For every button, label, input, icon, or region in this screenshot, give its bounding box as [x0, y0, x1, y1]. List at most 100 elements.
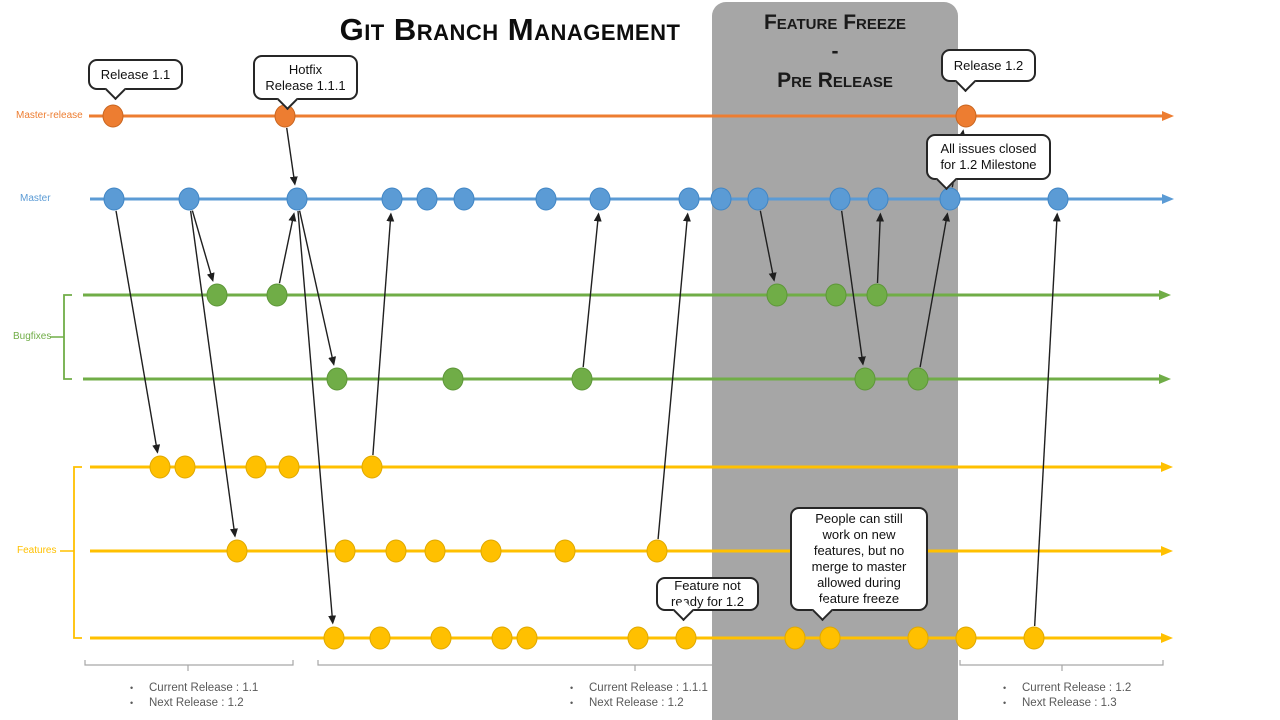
merge-arrow: [191, 210, 215, 283]
release-note-text: Next Release : 1.2: [149, 697, 244, 709]
branch-label-features: Features: [17, 545, 57, 556]
bullet-icon: •: [1003, 683, 1007, 693]
merge-arrow: [298, 210, 337, 366]
callout-feature-freeze-note: People can still work on new features, but…: [790, 507, 928, 622]
merge-arrow: [297, 210, 337, 625]
callout-text: work on new: [822, 527, 896, 542]
bullet-icon: •: [130, 683, 134, 693]
feature-freeze-band-title: Feature Freeze - Pre Release: [712, 8, 958, 95]
commit-dot-feature-lower: [784, 626, 806, 650]
commit-dot-feature-lower: [323, 626, 345, 650]
commit-dot-feature-lower: [430, 626, 452, 650]
commit-dot-master: [416, 187, 438, 211]
callout-hotfix-1-1-1: Hotfix Release 1.1.1: [253, 55, 358, 111]
commit-dot-feature-upper: [278, 455, 300, 479]
bullet-icon: •: [570, 698, 574, 708]
commit-dot-master: [453, 187, 475, 211]
commit-dot-master: [103, 187, 125, 211]
commit-dot-bugfix-lower: [326, 367, 348, 391]
commit-dot-feature-middle: [554, 539, 576, 563]
release-note-text: Next Release : 1.3: [1022, 697, 1117, 709]
commit-dot-master: [589, 187, 611, 211]
commit-dot-feature-lower: [955, 626, 977, 650]
section-1-1-bracket: [84, 660, 294, 671]
commit-dot-bugfix-lower: [571, 367, 593, 391]
merge-arrow: [582, 212, 602, 368]
commit-dot-master: [535, 187, 557, 211]
commit-dot-bugfix-upper: [266, 283, 288, 307]
callout-release-1-1: Release 1.1: [88, 59, 183, 101]
callout-issues-closed: All issues closed for 1.2 Milestone: [926, 134, 1051, 191]
commit-dot-bugfix-upper: [206, 283, 228, 307]
commit-dot-feature-lower: [491, 626, 513, 650]
band-title-line3: Pre Release: [777, 69, 893, 92]
commit-dot-feature-lower: [907, 626, 929, 650]
release-note-text: Current Release : 1.1.1: [589, 682, 708, 694]
merge-arrow: [278, 212, 297, 284]
callout-text: People can still: [815, 511, 903, 526]
commit-dot-feature-middle: [385, 539, 407, 563]
callout-release-1-2: Release 1.2: [941, 49, 1036, 93]
commit-dot-master: [867, 187, 889, 211]
commit-dot-feature-upper: [361, 455, 383, 479]
commit-dot-feature-lower: [1023, 626, 1045, 650]
commit-dot-feature-lower: [819, 626, 841, 650]
section-1-1-notes: • Current Release : 1.1 • Next Release : 1.…: [130, 681, 258, 711]
merge-arrow: [876, 212, 885, 284]
commit-dot-master: [678, 187, 700, 211]
commit-dot-master-release: [955, 104, 977, 128]
section-1-2-bracket: [959, 660, 1164, 671]
callout-text: feature freeze: [818, 591, 900, 606]
release-note-row: • Next Release : 1.2: [130, 696, 258, 711]
commit-dot-feature-middle: [226, 539, 248, 563]
release-note-text: Current Release : 1.2: [1022, 682, 1132, 694]
callout-feature-not-ready: Feature not ready for 1.2: [656, 577, 759, 622]
merge-arrow: [115, 210, 161, 454]
callout-text: features, but no: [813, 543, 905, 558]
merge-arrow: [189, 210, 238, 538]
section-1-1-1-notes: • Current Release : 1.1.1 • Next Release : …: [570, 681, 708, 711]
commit-dot-master: [1047, 187, 1069, 211]
commit-dot-bugfix-upper: [766, 283, 788, 307]
release-note-row: • Next Release : 1.3: [1003, 696, 1131, 711]
commit-dot-master: [381, 187, 403, 211]
section-1-1-1-bracket: [317, 660, 949, 671]
callout-text: Hotfix: [288, 61, 323, 77]
commit-dot-master: [178, 187, 200, 211]
bugfixes-bracket: [63, 294, 72, 380]
commit-dot-feature-middle: [334, 539, 356, 563]
callout-text: merge to master: [811, 559, 907, 574]
commit-dot-bugfix-lower: [854, 367, 876, 391]
callout-text: Feature not: [674, 578, 741, 593]
commit-dot-bugfix-upper: [825, 283, 847, 307]
callout-text: for 1.2 Milestone: [940, 157, 1037, 172]
commit-dot-feature-middle: [646, 539, 668, 563]
section-1-2-notes: • Current Release : 1.2 • Next Release : 1.…: [1003, 681, 1131, 711]
merge-arrow: [840, 210, 866, 366]
commit-dot-bugfix-lower: [442, 367, 464, 391]
commit-dot-feature-upper: [245, 455, 267, 479]
commit-dot-feature-lower: [675, 626, 697, 650]
commit-dot-master-release: [102, 104, 124, 128]
merge-arrow: [759, 210, 777, 282]
commit-dot-feature-middle: [424, 539, 446, 563]
branch-label-bugfixes: Bugfixes: [13, 331, 52, 342]
bullet-icon: •: [570, 683, 574, 693]
bullet-icon: •: [1003, 698, 1007, 708]
branch-label-master-release: Master-release: [16, 110, 83, 121]
callout-text: Release 1.1: [100, 66, 171, 82]
commit-dot-bugfix-upper: [866, 283, 888, 307]
commit-dot-feature-middle: [480, 539, 502, 563]
commit-dot-master: [747, 187, 769, 211]
band-title-line1: Feature Freeze: [763, 11, 907, 34]
callout-text: ready for 1.2: [671, 594, 744, 609]
page-title: Git Branch Management: [339, 12, 681, 47]
commit-dot-feature-upper: [149, 455, 171, 479]
release-note-row: • Current Release : 1.1: [130, 681, 258, 696]
callout-text: Release 1.1.1: [265, 77, 346, 93]
branch-label-master: Master: [20, 193, 51, 204]
release-note-row: • Current Release : 1.2: [1003, 681, 1131, 696]
commit-dot-feature-lower: [369, 626, 391, 650]
